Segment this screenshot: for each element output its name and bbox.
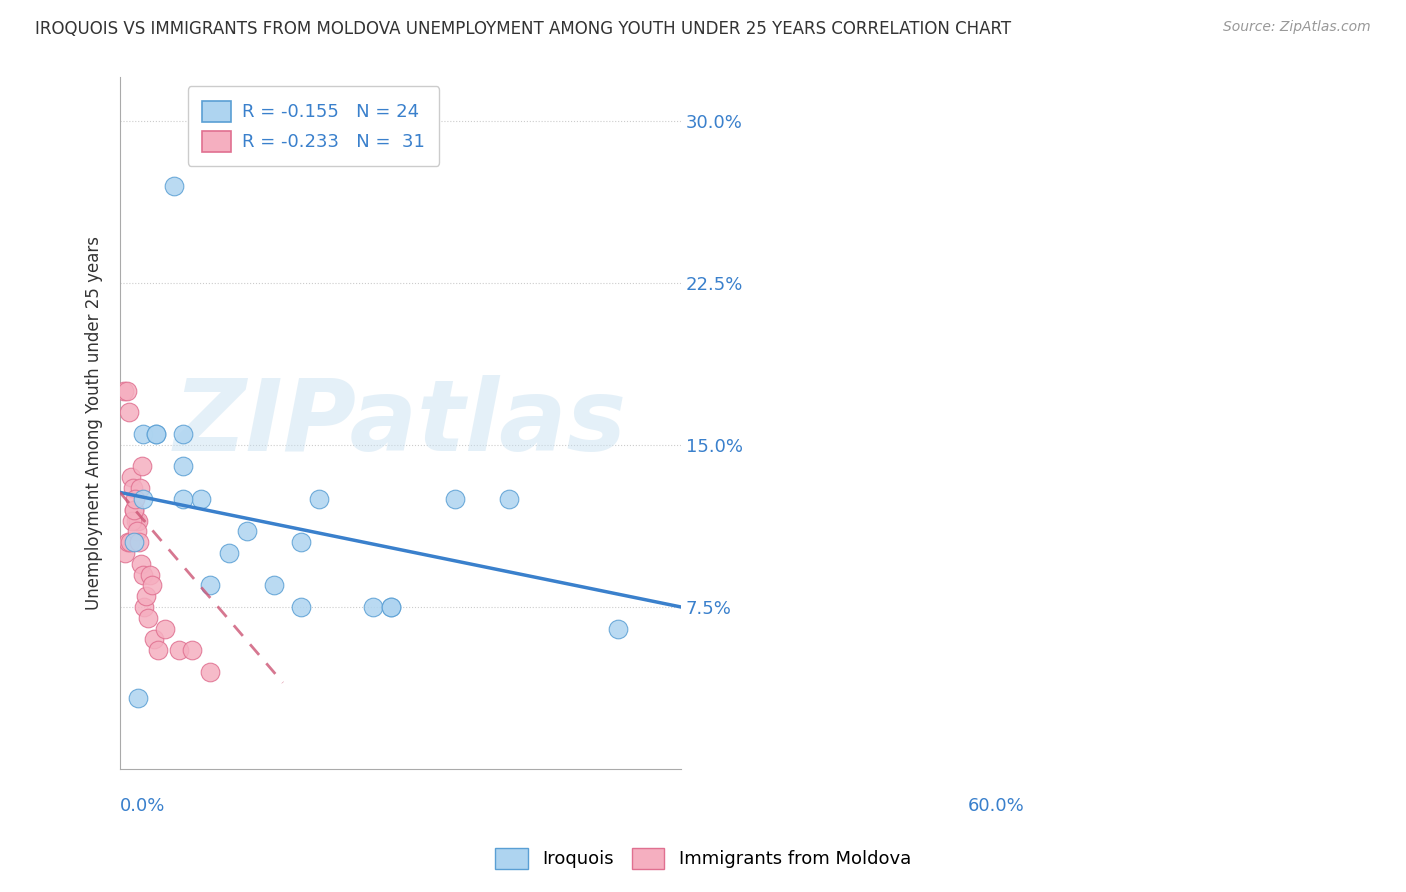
- Point: [145, 427, 167, 442]
- Point: [141, 578, 163, 592]
- Point: [443, 491, 465, 506]
- Point: [200, 665, 222, 679]
- Point: [127, 690, 149, 705]
- Point: [121, 481, 143, 495]
- Text: IROQUOIS VS IMMIGRANTS FROM MOLDOVA UNEMPLOYMENT AMONG YOUTH UNDER 25 YEARS CORR: IROQUOIS VS IMMIGRANTS FROM MOLDOVA UNEM…: [35, 20, 1011, 37]
- Point: [263, 578, 285, 592]
- Point: [290, 599, 312, 614]
- Point: [498, 491, 520, 506]
- Text: Source: ZipAtlas.com: Source: ZipAtlas.com: [1223, 20, 1371, 34]
- Point: [606, 622, 628, 636]
- Point: [145, 427, 167, 442]
- Point: [125, 514, 148, 528]
- Text: ZIPatlas: ZIPatlas: [174, 375, 627, 472]
- Point: [115, 384, 138, 398]
- Point: [118, 535, 141, 549]
- Point: [134, 599, 156, 614]
- Point: [380, 599, 402, 614]
- Text: 60.0%: 60.0%: [969, 797, 1025, 814]
- Y-axis label: Unemployment Among Youth under 25 years: Unemployment Among Youth under 25 years: [86, 236, 103, 610]
- Point: [128, 535, 150, 549]
- Point: [121, 514, 143, 528]
- Point: [127, 514, 149, 528]
- Point: [135, 589, 157, 603]
- Text: 0.0%: 0.0%: [120, 797, 166, 814]
- Point: [117, 535, 139, 549]
- Point: [308, 491, 330, 506]
- Point: [172, 427, 194, 442]
- Point: [124, 491, 146, 506]
- Point: [122, 535, 145, 549]
- Point: [131, 427, 153, 442]
- Point: [172, 459, 194, 474]
- Point: [181, 643, 204, 657]
- Point: [363, 599, 385, 614]
- Point: [172, 491, 194, 506]
- Point: [120, 470, 142, 484]
- Point: [190, 491, 212, 506]
- Point: [136, 611, 159, 625]
- Point: [167, 643, 190, 657]
- Point: [131, 567, 153, 582]
- Point: [235, 524, 257, 539]
- Point: [127, 524, 149, 539]
- Point: [129, 557, 152, 571]
- Point: [131, 459, 153, 474]
- Point: [114, 546, 136, 560]
- Point: [290, 535, 312, 549]
- Point: [131, 491, 153, 506]
- Point: [380, 599, 402, 614]
- Point: [139, 567, 162, 582]
- Legend: Iroquois, Immigrants from Moldova: Iroquois, Immigrants from Moldova: [488, 840, 918, 876]
- Point: [155, 622, 177, 636]
- Point: [124, 502, 146, 516]
- Point: [122, 502, 145, 516]
- Point: [200, 578, 222, 592]
- Point: [143, 632, 166, 647]
- Point: [163, 178, 186, 193]
- Point: [118, 405, 141, 419]
- Legend: R = -0.155   N = 24, R = -0.233   N =  31: R = -0.155 N = 24, R = -0.233 N = 31: [188, 87, 439, 166]
- Point: [146, 643, 169, 657]
- Point: [114, 384, 136, 398]
- Point: [128, 481, 150, 495]
- Point: [218, 546, 240, 560]
